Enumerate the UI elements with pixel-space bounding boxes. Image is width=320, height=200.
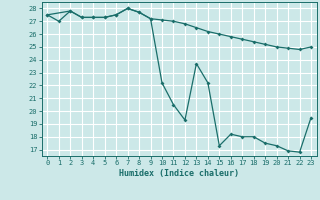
X-axis label: Humidex (Indice chaleur): Humidex (Indice chaleur) [119, 169, 239, 178]
